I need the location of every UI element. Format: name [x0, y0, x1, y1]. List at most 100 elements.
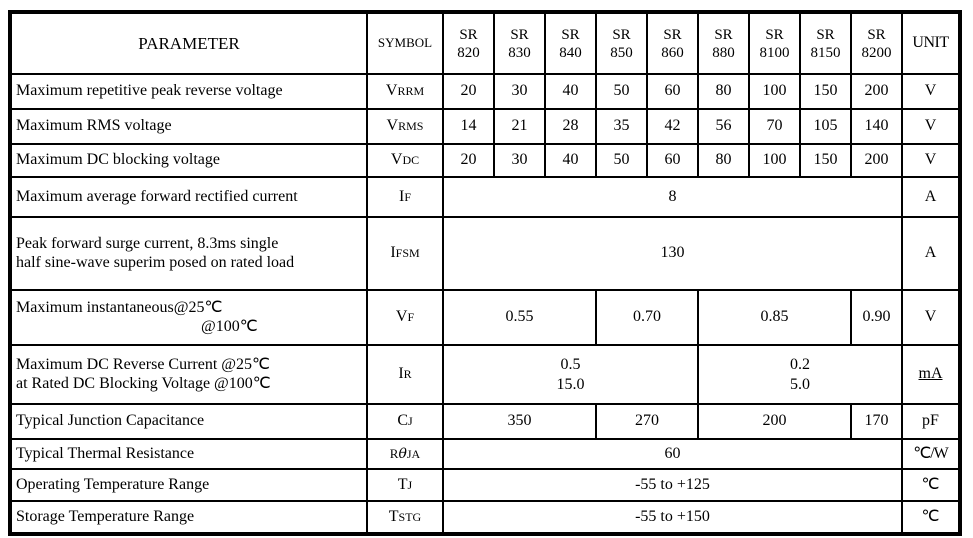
symbol-sub: RMS [398, 119, 424, 134]
unit-cell: V [901, 73, 961, 110]
value-cell: 28 [544, 108, 597, 145]
value-cell: 42 [646, 108, 699, 145]
symbol-sub: J [407, 477, 413, 492]
value-cell-group: 170 [850, 403, 903, 440]
symbol-main: R [389, 445, 399, 461]
value-cell: 40 [544, 73, 597, 110]
theta-symbol: θ [398, 445, 407, 462]
parameter-line2: @100℃ [201, 317, 258, 335]
header-unit: UNIT [901, 11, 961, 75]
model-line1: SR [867, 26, 886, 43]
symbol-sub: FSM [395, 246, 420, 261]
symbol-vrms: VRMS [366, 108, 444, 145]
symbol-rthja: RθJA [366, 438, 444, 470]
header-model-sr830: SR 830 [493, 11, 546, 75]
symbol-sub: J [408, 414, 413, 429]
value-cell: 140 [850, 108, 903, 145]
model-line2: 820 [457, 44, 480, 61]
symbol-main: C [397, 412, 408, 430]
value-cell-group: 0.55 [442, 289, 597, 346]
value-cell: 56 [697, 108, 750, 145]
value-cell: 50 [595, 73, 648, 110]
parameter-label: Peak forward surge current, 8.3ms single… [9, 216, 368, 291]
parameter-label: Maximum RMS voltage [9, 108, 368, 145]
parameter-label: Operating Temperature Range [9, 468, 368, 502]
parameter-line1: Peak forward surge current, 8.3ms single [16, 235, 279, 253]
model-line1: SR [612, 26, 631, 43]
value-cell: 20 [442, 73, 495, 110]
symbol-ir: IR [366, 344, 444, 405]
model-line2: 860 [661, 44, 684, 61]
value-cell-span: 8 [442, 176, 903, 218]
unit-text: mA [918, 365, 943, 383]
value-cell: 14 [442, 108, 495, 145]
model-line2: 880 [712, 44, 735, 61]
row-tj: Operating Temperature Range TJ -55 to +1… [9, 468, 961, 502]
value-cell: 35 [595, 108, 648, 145]
row-ifsm: Peak forward surge current, 8.3ms single… [9, 216, 961, 291]
header-model-sr840: SR 840 [544, 11, 597, 75]
value-cell: 100 [748, 73, 801, 110]
value-cell: 100 [748, 143, 801, 178]
value-cell: 80 [697, 143, 750, 178]
value-cell: 80 [697, 73, 750, 110]
row-tstg: Storage Temperature Range TSTG -55 to +1… [9, 500, 961, 535]
value-100c: 5.0 [790, 375, 810, 393]
row-vrms: Maximum RMS voltage VRMS 14 21 28 35 42 … [9, 108, 961, 145]
model-line2: 830 [508, 44, 531, 61]
parameter-label: Storage Temperature Range [9, 500, 368, 535]
value-100c: 15.0 [556, 375, 585, 393]
value-cell-group: 350 [442, 403, 597, 440]
parameter-label: Maximum instantaneous@25℃ @100℃ [9, 289, 368, 346]
value-cell: 200 [850, 143, 903, 178]
model-line1: SR [816, 26, 835, 43]
model-line1: SR [714, 26, 733, 43]
symbol-main: V [395, 308, 408, 326]
model-line1: SR [663, 26, 682, 43]
header-row: PARAMETER SYMBOL SR 820 SR 830 SR 840 SR… [9, 11, 961, 75]
model-line2: 8150 [810, 44, 841, 61]
model-line2: 8100 [759, 44, 790, 61]
value-cell: 60 [646, 143, 699, 178]
model-line2: 840 [559, 44, 582, 61]
model-line1: SR [765, 26, 784, 43]
ratings-table: PARAMETER SYMBOL SR 820 SR 830 SR 840 SR… [8, 10, 962, 536]
value-cell-group: 0.2 5.0 [697, 344, 903, 405]
header-model-sr850: SR 850 [595, 11, 648, 75]
model-line1: SR [561, 26, 580, 43]
row-vrrm: Maximum repetitive peak reverse voltage … [9, 73, 961, 110]
parameter-label: Maximum DC Reverse Current @25℃ at Rated… [9, 344, 368, 405]
value-cell: 150 [799, 143, 852, 178]
value-25c: 0.2 [790, 355, 810, 373]
parameter-label: Maximum DC blocking voltage [9, 143, 368, 178]
symbol-tstg: TSTG [366, 500, 444, 535]
unit-cell: A [901, 176, 961, 218]
symbol-vdc: VDC [366, 143, 444, 178]
unit-cell: pF [901, 403, 961, 440]
value-cell: 30 [493, 143, 546, 178]
model-line2: 8200 [861, 44, 892, 61]
unit-cell: mA [901, 344, 961, 405]
model-line1: SR [510, 26, 529, 43]
symbol-main: T [388, 507, 399, 525]
value-cell: 150 [799, 73, 852, 110]
unit-cell: V [901, 108, 961, 145]
value-cell-span: -55 to +150 [442, 500, 903, 535]
unit-cell: V [901, 143, 961, 178]
header-model-sr880: SR 880 [697, 11, 750, 75]
value-cell-group: 270 [595, 403, 699, 440]
row-cj: Typical Junction Capacitance CJ 350 270 … [9, 403, 961, 440]
value-cell-span: 130 [442, 216, 903, 291]
symbol-cj: CJ [366, 403, 444, 440]
value-cell-span: -55 to +125 [442, 468, 903, 502]
value-cell: 30 [493, 73, 546, 110]
symbol-ifsm: IFSM [366, 216, 444, 291]
value-cell: 40 [544, 143, 597, 178]
value-25c: 0.5 [560, 355, 581, 373]
symbol-sub: DC [402, 153, 420, 168]
header-model-sr8100: SR 8100 [748, 11, 801, 75]
parameter-line1: Maximum DC Reverse Current @25℃ [16, 356, 270, 374]
parameter-line2: at Rated DC Blocking Voltage @100℃ [16, 374, 271, 392]
symbol-tj: TJ [366, 468, 444, 502]
unit-cell: ℃ [901, 468, 961, 502]
